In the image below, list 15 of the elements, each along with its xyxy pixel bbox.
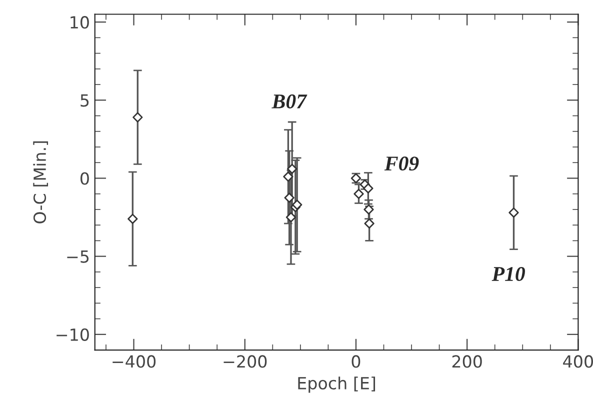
x-tick-label: 400 [563, 355, 593, 368]
annotation: F09 [384, 156, 419, 171]
x-tick-label: 200 [452, 355, 482, 368]
y-tick-label: 0 [80, 172, 89, 185]
y-tick-label: −10 [56, 328, 89, 341]
x-tick-label: −200 [224, 355, 267, 368]
y-tick-label: 5 [80, 94, 89, 107]
annotation: P10 [492, 266, 525, 282]
x-axis-title: Epoch [E] [298, 376, 376, 393]
x-tick-label: −400 [112, 355, 156, 368]
x-tick-label: 0 [352, 355, 360, 368]
y-tick-label: −5 [67, 250, 89, 263]
y-tick-label: 10 [70, 16, 89, 29]
y-axis-title: O-C [Min.] [33, 141, 48, 224]
annotation: B07 [272, 94, 308, 108]
